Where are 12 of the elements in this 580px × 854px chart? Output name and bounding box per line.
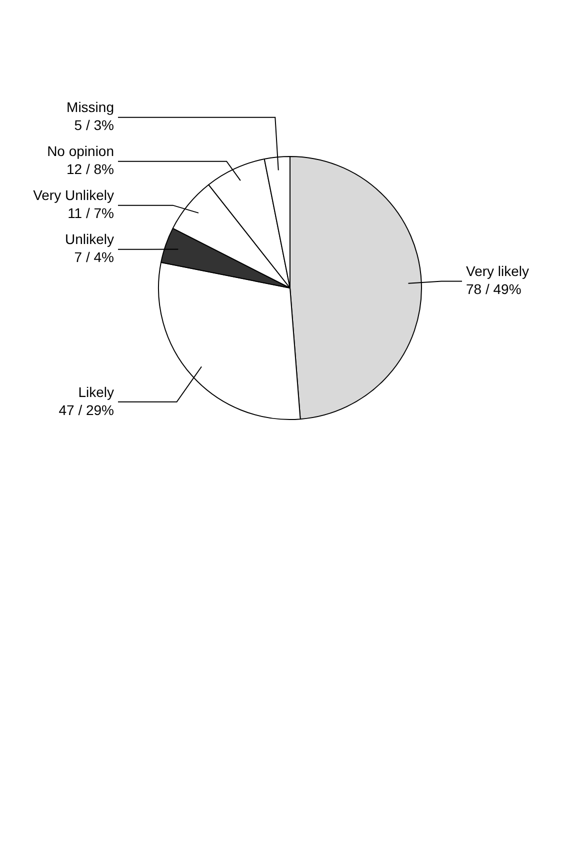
slice-label: Very likely — [466, 263, 530, 280]
data-label: 7 / 4% — [74, 249, 114, 266]
data-label: 5 / 3% — [74, 117, 114, 134]
slice-label: Unlikely — [64, 231, 114, 248]
slice-label: Very Unlikely — [33, 187, 114, 204]
slice-label: Missing — [66, 99, 114, 116]
data-label: 11 / 7% — [68, 205, 114, 222]
slice-label: No opinion — [47, 143, 114, 160]
data-label: 78 / 49% — [466, 281, 522, 298]
data-label: 12 / 8% — [66, 161, 114, 178]
slice-label: Likely — [78, 384, 114, 400]
data-label: 47 / 29% — [58, 402, 114, 418]
